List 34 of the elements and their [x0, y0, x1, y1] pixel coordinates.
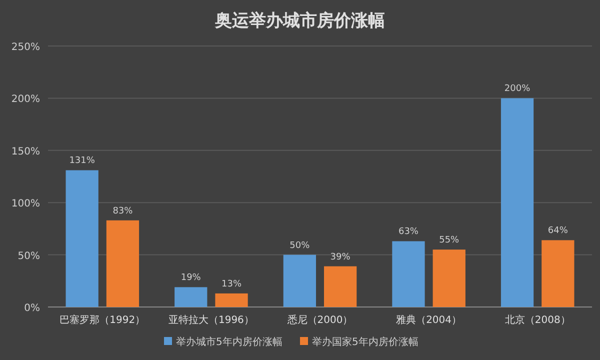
y-tick-label: 250% — [11, 42, 40, 53]
bar — [66, 170, 98, 307]
bar — [215, 293, 248, 307]
data-label: 64% — [548, 226, 568, 236]
legend-label: 举办国家5年内房价涨幅 — [312, 336, 418, 348]
y-tick-label: 50% — [18, 250, 40, 262]
data-label: 63% — [398, 227, 419, 238]
data-label: 131% — [69, 156, 96, 166]
y-tick-label: 150% — [11, 146, 40, 158]
data-label: 13% — [222, 279, 242, 290]
legend-label: 举办城市5年内房价涨幅 — [176, 336, 282, 348]
x-tick-label: 北京（2008） — [504, 314, 570, 326]
data-label: 39% — [330, 252, 351, 262]
bar — [432, 250, 466, 307]
chart-title: 奥运举办城市房价涨幅 — [214, 11, 385, 31]
bar — [324, 266, 357, 307]
y-tick-label: 100% — [11, 198, 40, 210]
x-tick-label: 巴塞罗那（1992） — [60, 314, 146, 326]
data-label: 83% — [112, 206, 134, 216]
x-tick-label: 亚特拉大（1996） — [168, 314, 254, 326]
bar — [392, 241, 425, 307]
bar — [500, 98, 534, 307]
data-label: 50% — [290, 240, 310, 251]
bar — [174, 287, 208, 307]
bar — [283, 254, 316, 307]
bar — [542, 240, 574, 307]
data-label: 200% — [504, 84, 531, 94]
y-tick-label: 0% — [24, 303, 40, 314]
data-label: 55% — [439, 236, 460, 246]
y-tick-label: 200% — [11, 94, 40, 106]
data-label: 19% — [180, 273, 202, 284]
x-tick-label: 雅典（2004） — [396, 314, 462, 326]
bar — [106, 220, 140, 307]
x-tick-label: 悉尼（2000） — [286, 314, 353, 326]
